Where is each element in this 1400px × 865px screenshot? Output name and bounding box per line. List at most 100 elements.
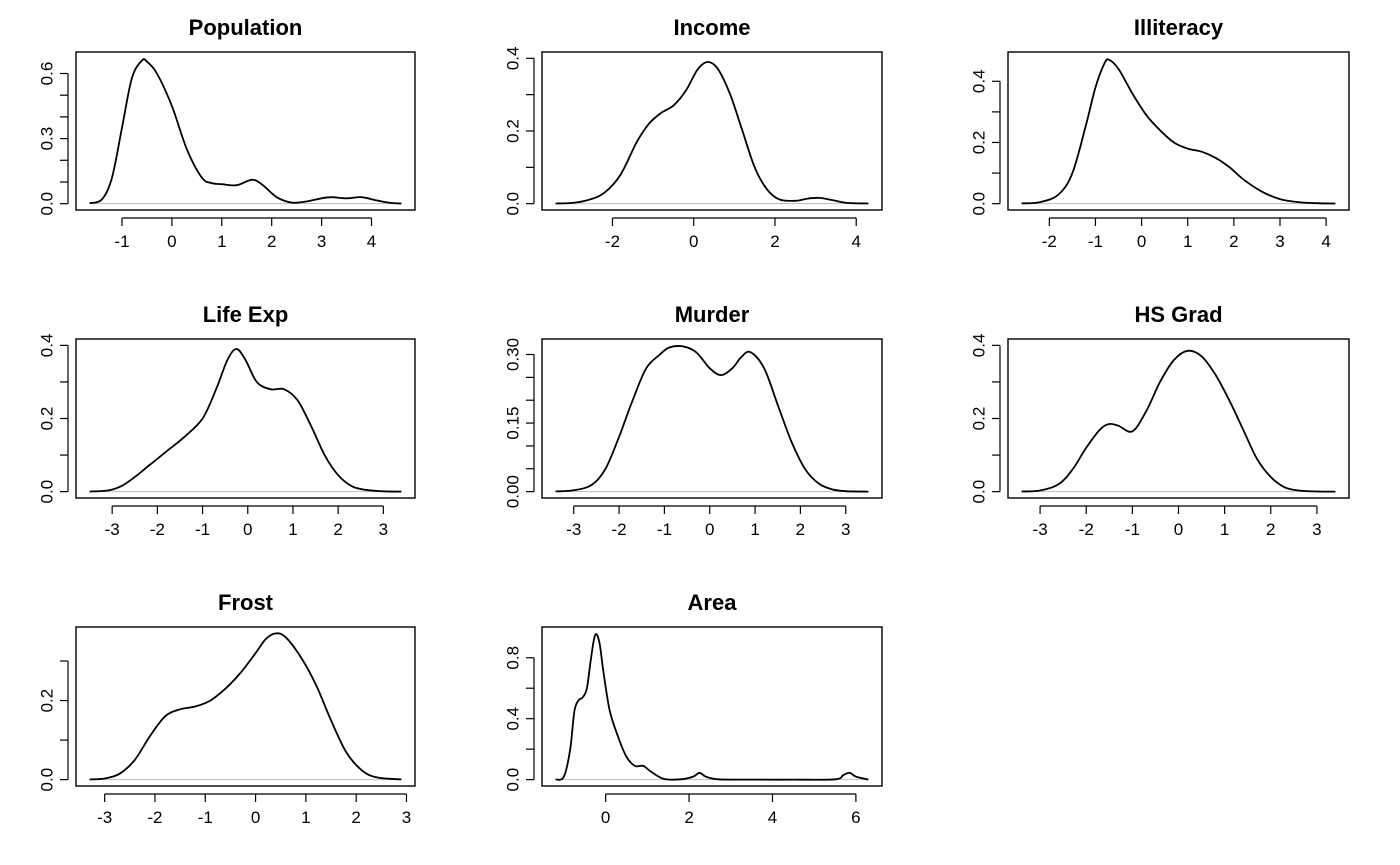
- x-tick-label: -1: [114, 232, 129, 251]
- density-curve: [89, 632, 402, 781]
- x-tick-label: 1: [301, 808, 310, 827]
- x-tick-label: -2: [150, 520, 165, 539]
- x-tick-label: -2: [1079, 520, 1094, 539]
- x-tick-label: 2: [770, 232, 779, 251]
- x-tick-label: -1: [1125, 520, 1140, 539]
- plot-frame: [541, 338, 883, 499]
- panel-title: Population: [189, 15, 303, 40]
- x-tick-label: -3: [1033, 520, 1048, 539]
- density-panel: Illiteracy -2 -1 0 1 2 3 4 0.0 0.2 0.4: [970, 15, 1350, 251]
- density-panel: Frost -3 -2 -1 0 1 2 3 0.0 0.2: [38, 590, 416, 827]
- x-tick-label: 2: [1266, 520, 1275, 539]
- x-tick-label: -3: [105, 520, 120, 539]
- panel-title: Illiteracy: [1134, 15, 1224, 40]
- y-tick-label: 0.0: [38, 192, 57, 216]
- x-tick-label: 0: [243, 520, 252, 539]
- y-tick-label: 0.3: [38, 127, 57, 151]
- y-tick-label: 0.0: [504, 768, 523, 792]
- plot-frame: [1007, 338, 1350, 499]
- plot-frame: [75, 626, 416, 787]
- density-curve: [555, 345, 869, 493]
- x-tick-label: -2: [147, 808, 162, 827]
- x-tick-label: -2: [605, 232, 620, 251]
- y-tick-label: 0.4: [970, 334, 989, 358]
- x-tick-label: 2: [1229, 232, 1238, 251]
- x-tick-label: 4: [1321, 232, 1330, 251]
- y-tick-label: 0.00: [504, 475, 523, 508]
- x-tick-label: 3: [841, 520, 850, 539]
- plot-frame: [541, 626, 883, 787]
- x-tick-label: 1: [288, 520, 297, 539]
- plot-frame: [1007, 51, 1350, 211]
- x-tick-label: -2: [1042, 232, 1057, 251]
- x-tick-label: 2: [267, 232, 276, 251]
- density-panel: Population -1 0 1 2 3 4 0.0 0.3 0.6: [38, 15, 416, 251]
- density-panel: Life Exp -3 -2 -1 0 1 2 3 0.0 0.2 0.4: [38, 302, 416, 539]
- x-tick-label: 3: [317, 232, 326, 251]
- x-tick-label: 0: [601, 808, 610, 827]
- x-tick-label: -3: [97, 808, 112, 827]
- panel-title: Murder: [675, 302, 750, 327]
- plot-frame: [541, 51, 883, 211]
- density-panel: Income -2 0 2 4 0.0 0.2 0.4: [504, 15, 883, 251]
- panel-title: HS Grad: [1134, 302, 1222, 327]
- x-tick-label: 4: [768, 808, 777, 827]
- x-tick-label: 0: [167, 232, 176, 251]
- x-tick-label: 4: [851, 232, 860, 251]
- x-tick-label: -1: [1088, 232, 1103, 251]
- x-tick-label: 1: [217, 232, 226, 251]
- density-panel: HS Grad -3 -2 -1 0 1 2 3 0.0 0.2 0.4: [970, 302, 1350, 539]
- x-tick-label: -1: [195, 520, 210, 539]
- density-curve: [555, 61, 869, 205]
- x-tick-label: 0: [1174, 520, 1183, 539]
- panel-title: Income: [673, 15, 750, 40]
- y-tick-label: 0.4: [970, 69, 989, 93]
- x-tick-label: 0: [705, 520, 714, 539]
- y-tick-label: 0.2: [504, 119, 523, 143]
- y-tick-label: 0.2: [38, 407, 57, 431]
- density-curve: [555, 633, 869, 781]
- x-tick-label: 1: [750, 520, 759, 539]
- x-tick-label: 0: [251, 808, 260, 827]
- y-tick-label: 0.0: [38, 768, 57, 792]
- plot-frame: [75, 338, 416, 499]
- y-tick-label: 0.4: [38, 334, 57, 358]
- density-curve: [89, 348, 402, 493]
- x-tick-label: 3: [1275, 232, 1284, 251]
- x-tick-label: 0: [689, 232, 698, 251]
- panel-title: Frost: [218, 590, 274, 615]
- y-tick-label: 0.30: [504, 338, 523, 371]
- y-tick-label: 0.8: [504, 646, 523, 670]
- y-tick-label: 0.15: [504, 407, 523, 440]
- y-tick-label: 0.2: [38, 689, 57, 713]
- x-tick-label: 4: [367, 232, 376, 251]
- x-tick-label: -1: [198, 808, 213, 827]
- panel-title: Area: [688, 590, 738, 615]
- y-tick-label: 0.4: [504, 707, 523, 731]
- y-tick-label: 0.6: [38, 62, 57, 86]
- x-tick-label: -1: [657, 520, 672, 539]
- x-tick-label: 0: [1137, 232, 1146, 251]
- density-curve: [1021, 349, 1336, 493]
- x-tick-label: 3: [1312, 520, 1321, 539]
- x-tick-label: -2: [612, 520, 627, 539]
- density-curve: [1021, 58, 1336, 205]
- panel-title: Life Exp: [203, 302, 289, 327]
- plot-frame: [75, 51, 416, 211]
- y-tick-label: 0.0: [38, 480, 57, 504]
- x-tick-label: 2: [351, 808, 360, 827]
- x-tick-label: 3: [379, 520, 388, 539]
- x-tick-label: 1: [1220, 520, 1229, 539]
- y-tick-label: 0.4: [504, 46, 523, 70]
- x-tick-label: 2: [684, 808, 693, 827]
- x-tick-label: -3: [566, 520, 581, 539]
- x-tick-label: 2: [796, 520, 805, 539]
- x-tick-label: 1: [1183, 232, 1192, 251]
- density-panel: Murder -3 -2 -1 0 1 2 3 0.00 0.15 0.30: [504, 302, 883, 539]
- x-tick-label: 3: [402, 808, 411, 827]
- x-tick-label: 6: [851, 808, 860, 827]
- x-tick-label: 2: [333, 520, 342, 539]
- density-curve: [89, 58, 402, 205]
- y-tick-label: 0.2: [970, 407, 989, 431]
